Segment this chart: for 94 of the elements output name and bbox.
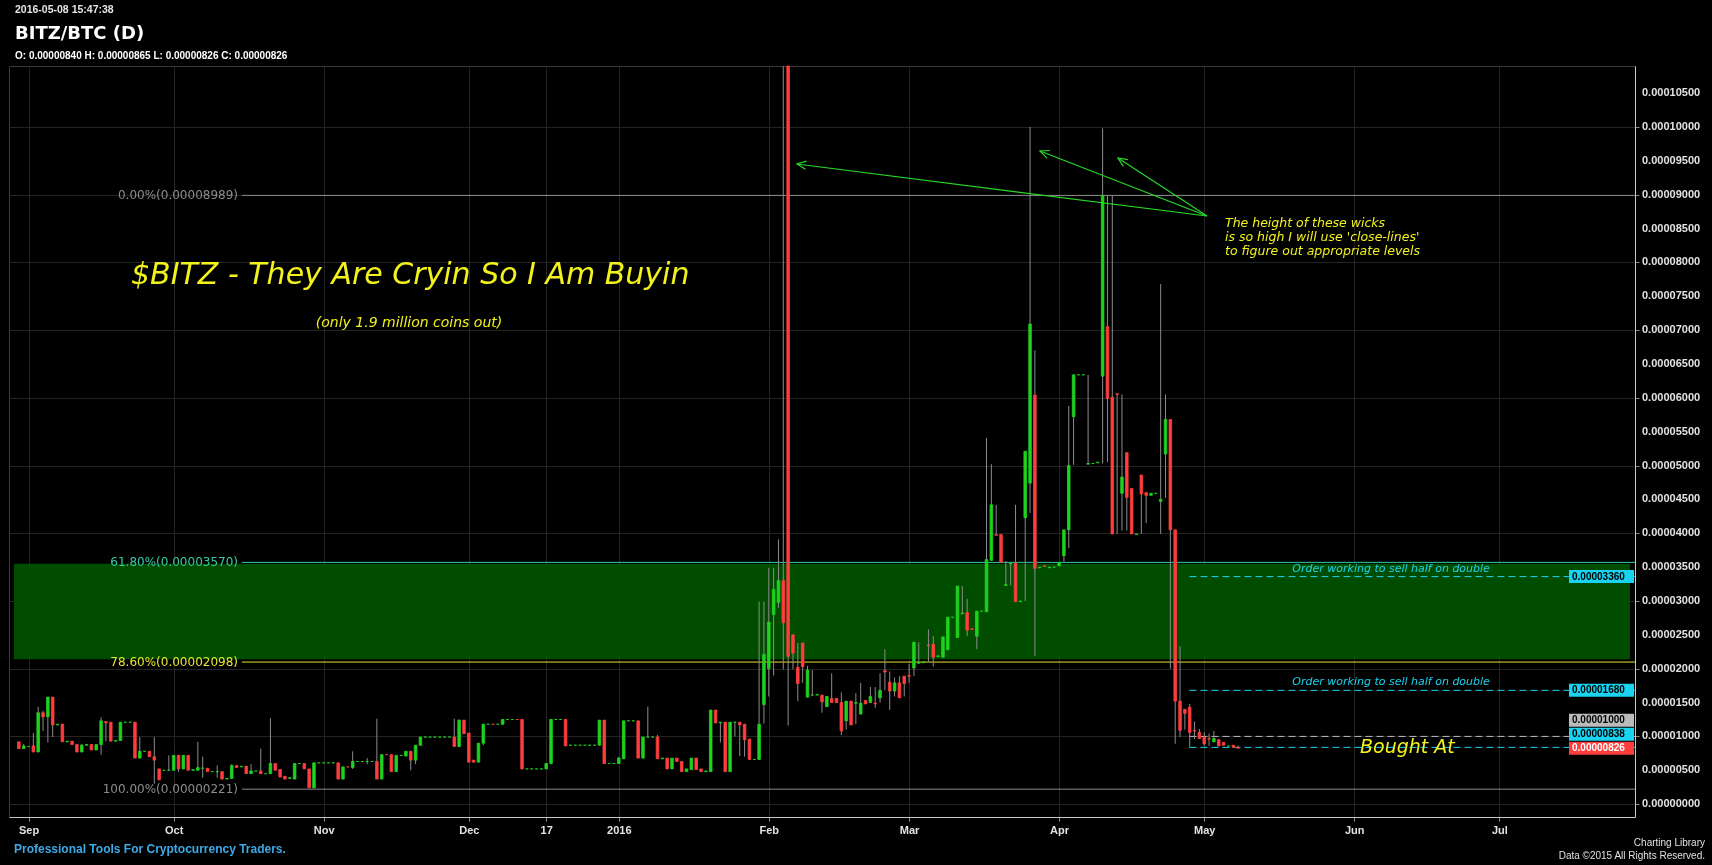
candlestick bbox=[152, 736, 157, 785]
annotation: 0.00000838 bbox=[1572, 728, 1626, 740]
x-tick-label: Dec bbox=[459, 823, 480, 836]
y-tick-label: 0.00000000 bbox=[1642, 797, 1701, 810]
candlestick bbox=[810, 669, 815, 696]
candlestick bbox=[1139, 474, 1144, 535]
candlestick bbox=[1158, 283, 1163, 535]
ref-line-label: 100.00%(0.00000221) bbox=[102, 782, 238, 797]
x-tick-label: 2016 bbox=[607, 823, 632, 836]
candlestick bbox=[268, 717, 273, 775]
x-tick-label: 17 bbox=[540, 823, 553, 836]
y-tick-label: 0.00004000 bbox=[1642, 526, 1701, 539]
candlestick bbox=[849, 700, 853, 726]
text: 2016-05-08 15:47:38 bbox=[15, 3, 114, 15]
chart-subtitle: O: 0.00000840 H: 0.00000865 L: 0.00000826 C: 0.00000826 bbox=[15, 50, 288, 61]
candlestick bbox=[249, 763, 253, 775]
ref-line-label: 61.80%(0.00003570) bbox=[110, 555, 238, 570]
candlestick bbox=[873, 686, 877, 709]
annotation: 0.00003360 bbox=[1572, 570, 1626, 582]
x-tick-label: Mar bbox=[899, 823, 921, 836]
y-tick-label: 0.00008000 bbox=[1642, 255, 1701, 268]
text: Data ©2015 All Rights Reserved. bbox=[1558, 850, 1705, 861]
x-tick-label: Feb bbox=[759, 823, 780, 836]
candlestick bbox=[46, 696, 50, 744]
ref-line-label: Order working to sell half on double bbox=[1292, 561, 1491, 575]
y-tick-label: 0.00002000 bbox=[1642, 661, 1701, 674]
x-tick-label: Oct bbox=[164, 823, 184, 836]
y-tick-label: 0.00002500 bbox=[1642, 627, 1701, 640]
ref-line-label: 78.60%(0.00002098) bbox=[110, 655, 238, 670]
ref-line-label: Order working to sell half on double bbox=[1292, 675, 1491, 689]
candlestick bbox=[41, 710, 45, 732]
x-tick-label: Apr bbox=[1050, 823, 1070, 836]
candlestick bbox=[718, 721, 723, 744]
candlestick bbox=[1004, 560, 1008, 586]
y-tick-label: 0.00004500 bbox=[1642, 492, 1701, 505]
candlestick bbox=[259, 748, 263, 775]
annotation: 0.00000826 bbox=[1572, 742, 1626, 754]
candlestick bbox=[844, 700, 848, 731]
y-tick-label: 0.00005000 bbox=[1642, 458, 1701, 471]
candlestick bbox=[742, 723, 747, 758]
candlestick bbox=[409, 750, 413, 771]
y-tick-label: 0.00007000 bbox=[1642, 323, 1701, 336]
annotation: $BITZ - They Are Cryin So I Am Buyin bbox=[131, 256, 690, 291]
y-tick-label: 0.00006500 bbox=[1642, 356, 1701, 369]
y-tick-label: 0.00009000 bbox=[1642, 187, 1701, 200]
y-tick-label: 0.00010500 bbox=[1642, 86, 1701, 99]
x-tick-label: Jun bbox=[1344, 823, 1365, 836]
candlestick bbox=[138, 736, 142, 759]
y-tick-label: 0.00000500 bbox=[1642, 763, 1701, 776]
candlestick bbox=[829, 672, 834, 704]
candlestick bbox=[800, 642, 805, 684]
candlestick bbox=[1086, 374, 1090, 465]
annotation: 0.00001680 bbox=[1572, 684, 1626, 696]
y-tick-label: 0.00009500 bbox=[1642, 153, 1701, 166]
y-tick-label: 0.00006000 bbox=[1642, 390, 1701, 403]
candlestick bbox=[1115, 393, 1119, 535]
candlestick bbox=[1120, 393, 1124, 532]
y-tick-label: 0.00010000 bbox=[1642, 119, 1701, 132]
x-tick-label: May bbox=[1194, 823, 1217, 836]
candlestick bbox=[641, 736, 645, 759]
annotation: Bought At bbox=[1360, 735, 1457, 758]
annotation: The height of these wicks is so high I will use 'close-lines' to figure out appropriate levels bbox=[1225, 215, 1421, 258]
x-tick-label: Sep bbox=[18, 823, 40, 836]
y-tick-label: 0.00001500 bbox=[1642, 695, 1701, 708]
candlestick bbox=[452, 718, 456, 748]
text: Charting Library bbox=[1633, 837, 1705, 848]
candlestick bbox=[655, 734, 660, 760]
chart-title: BITZ/BTC (D) bbox=[15, 22, 145, 43]
candlestick bbox=[878, 672, 882, 704]
candlestick bbox=[888, 670, 892, 711]
candlestick bbox=[796, 642, 800, 702]
candlestick bbox=[375, 718, 379, 780]
ref-line-label: 0.00%(0.00008989) bbox=[117, 188, 238, 203]
candlestick bbox=[1212, 730, 1216, 743]
candlestick bbox=[31, 732, 36, 753]
y-tick-label: 0.00007500 bbox=[1642, 289, 1701, 302]
y-tick-label: 0.00008500 bbox=[1642, 221, 1701, 234]
annotation: (only 1.9 million coins out) bbox=[315, 314, 503, 330]
candlestick bbox=[892, 677, 897, 697]
y-tick-label: 0.00005500 bbox=[1642, 424, 1701, 437]
candlestick bbox=[883, 648, 887, 691]
text: Professional Tools For Cryptocurrency Traders. bbox=[14, 842, 286, 856]
x-tick-label: Jul bbox=[1491, 823, 1508, 836]
y-tick-label: 0.00003000 bbox=[1642, 593, 1701, 606]
candlestick bbox=[1008, 562, 1013, 586]
y-tick-label: 0.00001000 bbox=[1642, 729, 1701, 742]
candlestick bbox=[118, 721, 123, 741]
y-tick-label: 0.00003500 bbox=[1642, 560, 1701, 573]
candlestick bbox=[820, 694, 824, 714]
x-tick-label: Nov bbox=[313, 823, 336, 836]
candlestick bbox=[897, 675, 902, 699]
annotation: 0.00001000 bbox=[1572, 714, 1626, 726]
candlestick bbox=[926, 628, 931, 663]
candlestick bbox=[646, 706, 650, 738]
